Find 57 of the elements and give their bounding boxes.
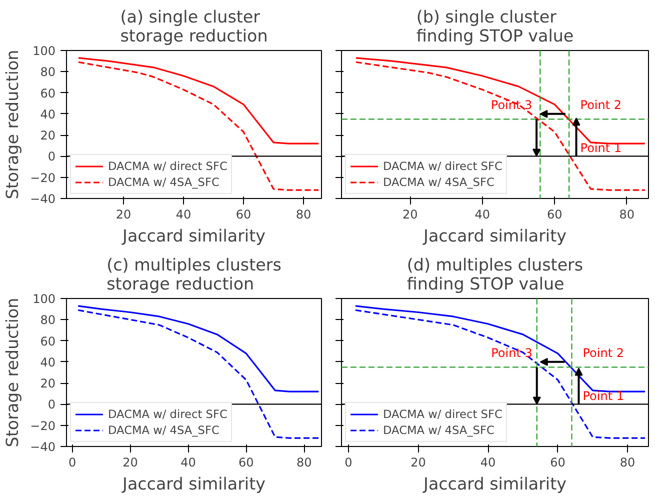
chart-title: (c) multiples clusters storage reduction xyxy=(106,256,282,294)
x-axis-title: Jaccard similarity xyxy=(422,226,567,246)
legend-label: DACMA w/ 4SA_SFC xyxy=(108,175,220,189)
chart-title: (b) single cluster finding STOP value xyxy=(416,8,574,46)
y-tick-label: 100 xyxy=(32,292,56,306)
annotation: Point 3 xyxy=(491,346,532,360)
legend-label: DACMA w/ 4SA_SFC xyxy=(108,423,220,437)
x-tick-label: 60 xyxy=(238,456,254,470)
x-tick-label: 80 xyxy=(296,456,312,470)
y-axis-title: Storage reduction xyxy=(3,298,22,448)
y-tick-label: 60 xyxy=(40,86,56,100)
x-tick-label: 40 xyxy=(474,208,490,222)
legend-label: DACMA w/ 4SA_SFC xyxy=(383,423,494,437)
legend-label: DACMA w/ direct SFC xyxy=(383,159,502,173)
x-tick-label: 80 xyxy=(619,208,634,222)
y-tick-label: −40 xyxy=(30,440,56,454)
y-tick-label: 40 xyxy=(40,355,56,370)
legend-label: DACMA w/ direct SFC xyxy=(383,407,502,421)
annotation: Point 2 xyxy=(582,346,624,360)
x-axis-title: Jaccard similarity xyxy=(122,474,266,494)
chart-title: (d) multiples clusters finding STOP value xyxy=(406,256,584,294)
annotation: Point 1 xyxy=(582,389,624,404)
x-axis-title: Jaccard similarity xyxy=(122,226,266,246)
x-tick-label: 40 xyxy=(480,456,496,470)
x-tick-label: 60 xyxy=(236,208,252,222)
y-tick-label: −40 xyxy=(30,192,56,206)
y-axis-title: Storage reduction xyxy=(3,50,22,200)
x-tick-label: 60 xyxy=(546,208,562,222)
x-tick-label: 0 xyxy=(344,456,352,470)
y-tick-label: 80 xyxy=(40,313,56,328)
x-tick-label: 80 xyxy=(620,456,636,470)
x-tick-label: 0 xyxy=(68,456,76,470)
x-tick-label: 20 xyxy=(122,456,138,470)
y-tick-label: −20 xyxy=(30,418,56,433)
legend-label: DACMA w/ 4SA_SFC xyxy=(383,175,494,189)
x-tick-label: 20 xyxy=(402,208,418,222)
x-tick-label: 40 xyxy=(176,208,192,222)
x-tick-label: 40 xyxy=(180,456,196,470)
x-tick-label: 20 xyxy=(410,456,426,470)
x-tick-label: 80 xyxy=(296,208,312,222)
x-tick-label: 20 xyxy=(116,208,132,222)
y-tick-label: 0 xyxy=(48,398,56,412)
y-tick-label: 0 xyxy=(48,150,56,164)
y-tick-label: 80 xyxy=(40,65,56,80)
chart-title: (a) single cluster storage reduction xyxy=(120,8,268,46)
x-axis-title: Jaccard similarity xyxy=(422,474,567,494)
annotation: Point 2 xyxy=(580,98,622,112)
y-tick-label: −20 xyxy=(30,170,56,185)
x-tick-label: 60 xyxy=(550,456,566,470)
legend-label: DACMA w/ direct SFC xyxy=(108,159,228,173)
y-tick-label: 20 xyxy=(40,128,56,143)
y-tick-label: 100 xyxy=(32,44,56,58)
annotation: Point 3 xyxy=(490,98,532,112)
y-tick-label: 60 xyxy=(40,334,56,348)
legend-label: DACMA w/ direct SFC xyxy=(108,407,228,421)
y-tick-label: 40 xyxy=(40,107,56,122)
y-tick-label: 20 xyxy=(40,376,56,391)
